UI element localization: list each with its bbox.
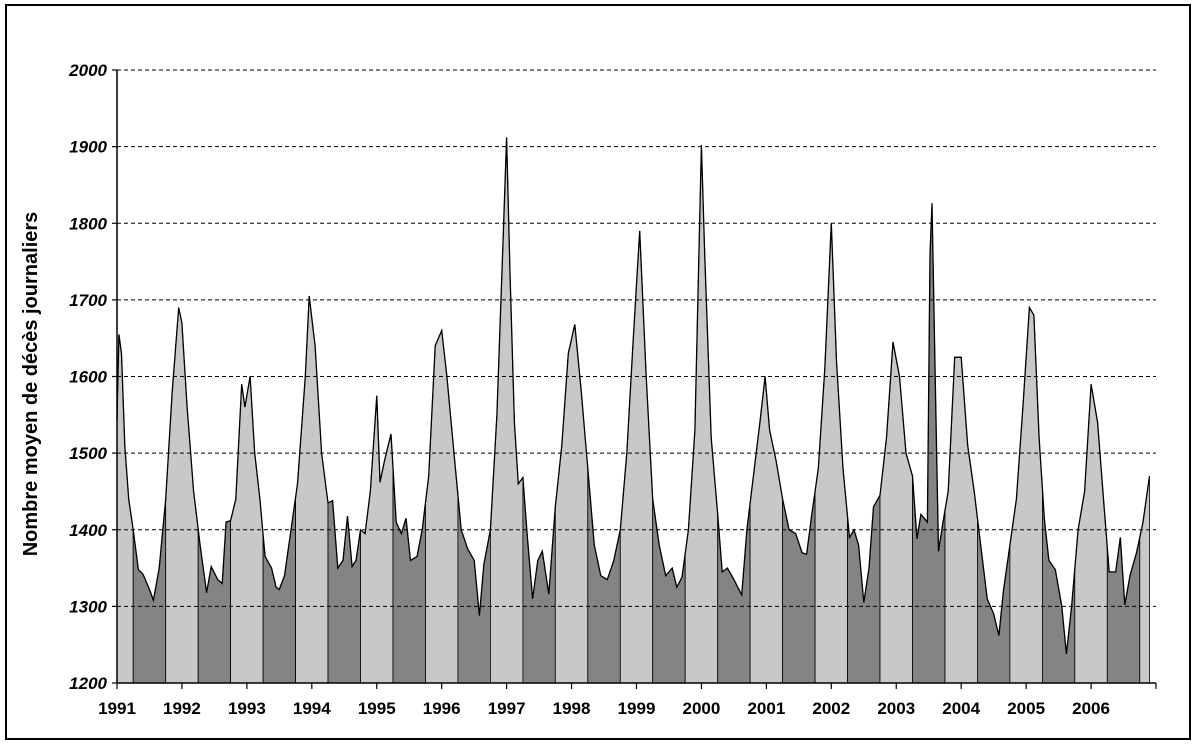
x-tick-label: 2000 <box>683 699 721 718</box>
x-tick-label: 1991 <box>98 699 136 718</box>
winter-band <box>165 307 199 684</box>
x-tick-label: 2006 <box>1072 699 1110 718</box>
y-tick-label: 2000 <box>68 61 107 80</box>
x-tick-label: 1993 <box>228 699 266 718</box>
y-tick-label: 1200 <box>69 674 107 693</box>
area-layer <box>116 137 1150 684</box>
summer-band <box>652 499 686 684</box>
y-tick-label: 1300 <box>69 597 107 616</box>
summer-band <box>457 495 491 684</box>
winter-band <box>490 137 524 684</box>
y-tick-label: 1900 <box>69 138 107 157</box>
x-tick-label: 1997 <box>488 699 526 718</box>
x-tick-label: 1999 <box>618 699 656 718</box>
summer-band <box>197 520 231 684</box>
y-axis-label: Nombre moyen de décès journaliers <box>20 212 42 557</box>
y-tick-label: 1800 <box>69 214 107 233</box>
x-tick-label: 1994 <box>293 699 331 718</box>
series-line <box>116 137 1151 654</box>
summer-band <box>587 468 621 684</box>
x-tick-label: 2003 <box>877 699 915 718</box>
winter-band <box>684 145 719 684</box>
x-tick-label: 2001 <box>747 699 785 718</box>
winter-band <box>944 356 978 684</box>
x-tick-label: 1996 <box>423 699 461 718</box>
winter-band <box>360 395 394 684</box>
y-tick-label: 1600 <box>69 368 107 387</box>
y-tick-label: 1500 <box>69 444 107 463</box>
winter-band <box>425 328 459 684</box>
chart-frame: 2000 1900 1800 1700 1600 1500 1400 1300 1200 1991… <box>5 4 1191 740</box>
winter-band <box>879 341 913 684</box>
x-tick-label: 1995 <box>358 699 396 718</box>
summer-band <box>977 518 1011 684</box>
axis-layer: 2000 1900 1800 1700 1600 1500 1400 1300 1200 1991… <box>68 61 1157 718</box>
winter-band <box>295 295 329 684</box>
summer-band <box>847 493 881 684</box>
x-tick-label: 2005 <box>1007 699 1045 718</box>
y-tick-label: 1700 <box>69 291 107 310</box>
x-tick-label: 1998 <box>553 699 591 718</box>
winter-band <box>554 324 589 684</box>
chart-svg: 2000 1900 1800 1700 1600 1500 1400 1300 1200 1991… <box>20 61 1157 718</box>
x-tick-label: 2004 <box>942 699 980 718</box>
summer-band <box>327 499 361 684</box>
x-tick-label: 2002 <box>812 699 850 718</box>
winter-band <box>116 334 134 684</box>
line-layer <box>116 137 1151 654</box>
x-tick-label: 1992 <box>163 699 201 718</box>
y-tick-label: 1400 <box>69 521 107 540</box>
winter-band <box>1074 384 1108 684</box>
winter-band <box>619 230 654 684</box>
summer-band <box>392 466 426 684</box>
